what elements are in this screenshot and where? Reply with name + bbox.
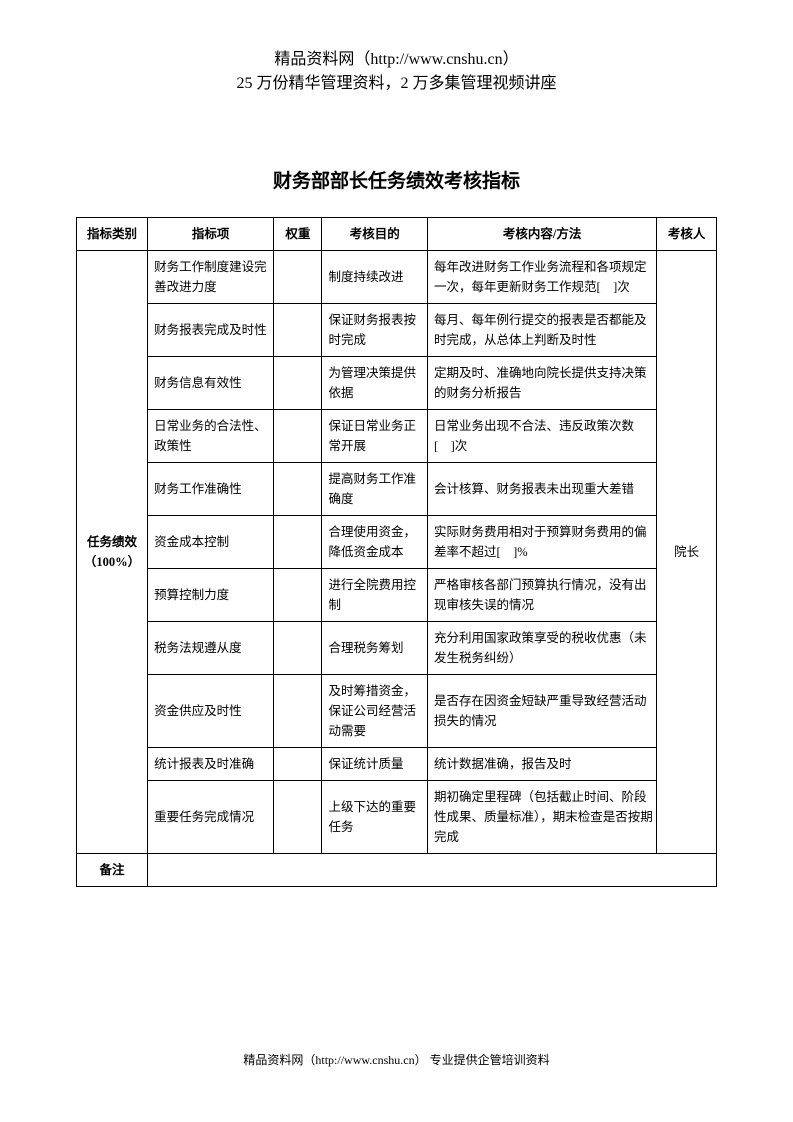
weight-cell xyxy=(274,410,322,463)
item-cell: 财务报表完成及时性 xyxy=(148,304,274,357)
table-row: 财务信息有效性为管理决策提供依据定期及时、准确地向院长提供支持决策的财务分析报告 xyxy=(77,357,717,410)
weight-cell xyxy=(274,357,322,410)
item-cell: 预算控制力度 xyxy=(148,569,274,622)
content-cell: 定期及时、准确地向院长提供支持决策的财务分析报告 xyxy=(427,357,656,410)
content-cell: 是否存在因资金短缺严重导致经营活动损失的情况 xyxy=(427,675,656,748)
table-row: 预算控制力度进行全院费用控制严格审核各部门预算执行情况，没有出现审核失误的情况 xyxy=(77,569,717,622)
purpose-cell: 制度持续改进 xyxy=(322,251,428,304)
weight-cell xyxy=(274,251,322,304)
content-cell: 会计核算、财务报表未出现重大差错 xyxy=(427,463,656,516)
col-header-category: 指标类别 xyxy=(77,218,148,251)
item-cell: 资金成本控制 xyxy=(148,516,274,569)
purpose-cell: 合理税务筹划 xyxy=(322,622,428,675)
item-cell: 财务工作制度建设完善改进力度 xyxy=(148,251,274,304)
kpi-table: 指标类别 指标项 权重 考核目的 考核内容/方法 考核人 任务绩效（100%）财… xyxy=(76,217,717,887)
table-row: 财务工作准确性提高财务工作准确度会计核算、财务报表未出现重大差错 xyxy=(77,463,717,516)
weight-cell xyxy=(274,516,322,569)
col-header-item: 指标项 xyxy=(148,218,274,251)
col-header-weight: 权重 xyxy=(274,218,322,251)
purpose-cell: 合理使用资金，降低资金成本 xyxy=(322,516,428,569)
table-row: 日常业务的合法性、政策性保证日常业务正常开展日常业务出现不合法、违反政策次数[ … xyxy=(77,410,717,463)
weight-cell xyxy=(274,675,322,748)
content-cell: 严格审核各部门预算执行情况，没有出现审核失误的情况 xyxy=(427,569,656,622)
col-header-content: 考核内容/方法 xyxy=(427,218,656,251)
table-container: 指标类别 指标项 权重 考核目的 考核内容/方法 考核人 任务绩效（100%）财… xyxy=(0,217,793,887)
table-row: 财务报表完成及时性保证财务报表按时完成每月、每年例行提交的报表是否都能及时完成，… xyxy=(77,304,717,357)
document-title: 财务部部长任务绩效考核指标 xyxy=(0,166,793,193)
table-row: 资金供应及时性及时筹措资金，保证公司经营活动需要是否存在因资金短缺严重导致经营活… xyxy=(77,675,717,748)
content-cell: 实际财务费用相对于预算财务费用的偏差率不超过[ ]% xyxy=(427,516,656,569)
col-header-assessor: 考核人 xyxy=(657,218,717,251)
purpose-cell: 保证财务报表按时完成 xyxy=(322,304,428,357)
table-row: 统计报表及时准确 保证统计质量统计数据准确，报告及时 xyxy=(77,748,717,781)
weight-cell xyxy=(274,569,322,622)
page-header: 精品资料网（http://www.cnshu.cn） 25 万份精华管理资料，2… xyxy=(0,0,793,96)
header-line-2: 25 万份精华管理资料，2 万多集管理视频讲座 xyxy=(0,72,793,96)
category-cell: 任务绩效（100%） xyxy=(77,251,148,854)
table-row: 任务绩效（100%）财务工作制度建设完善改进力度制度持续改进每年改进财务工作业务… xyxy=(77,251,717,304)
item-cell: 税务法规遵从度 xyxy=(148,622,274,675)
table-row: 重要任务完成情况上级下达的重要任务期初确定里程碑（包括截止时间、阶段性成果、质量… xyxy=(77,781,717,854)
weight-cell xyxy=(274,748,322,781)
item-cell: 财务信息有效性 xyxy=(148,357,274,410)
content-cell: 充分利用国家政策享受的税收优惠（未发生税务纠纷） xyxy=(427,622,656,675)
page-footer: 精品资料网（http://www.cnshu.cn） 专业提供企管培训资料 xyxy=(0,1051,793,1068)
content-cell: 每年改进财务工作业务流程和各项规定一次，每年更新财务工作规范[ ]次 xyxy=(427,251,656,304)
purpose-cell: 及时筹措资金，保证公司经营活动需要 xyxy=(322,675,428,748)
purpose-cell: 提高财务工作准确度 xyxy=(322,463,428,516)
purpose-cell: 保证统计质量 xyxy=(322,748,428,781)
table-row: 税务法规遵从度合理税务筹划充分利用国家政策享受的税收优惠（未发生税务纠纷） xyxy=(77,622,717,675)
weight-cell xyxy=(274,781,322,854)
purpose-cell: 上级下达的重要任务 xyxy=(322,781,428,854)
remark-row: 备注 xyxy=(77,854,717,887)
content-cell: 期初确定里程碑（包括截止时间、阶段性成果、质量标准），期末检查是否按期完成 xyxy=(427,781,656,854)
assessor-cell: 院长 xyxy=(657,251,717,854)
purpose-cell: 为管理决策提供依据 xyxy=(322,357,428,410)
table-row: 资金成本控制合理使用资金，降低资金成本实际财务费用相对于预算财务费用的偏差率不超… xyxy=(77,516,717,569)
remark-label-cell: 备注 xyxy=(77,854,148,887)
item-cell: 日常业务的合法性、政策性 xyxy=(148,410,274,463)
weight-cell xyxy=(274,304,322,357)
item-cell: 统计报表及时准确 xyxy=(148,748,274,781)
purpose-cell: 进行全院费用控制 xyxy=(322,569,428,622)
table-header-row: 指标类别 指标项 权重 考核目的 考核内容/方法 考核人 xyxy=(77,218,717,251)
item-cell: 资金供应及时性 xyxy=(148,675,274,748)
item-cell: 重要任务完成情况 xyxy=(148,781,274,854)
content-cell: 每月、每年例行提交的报表是否都能及时完成，从总体上判断及时性 xyxy=(427,304,656,357)
col-header-purpose: 考核目的 xyxy=(322,218,428,251)
purpose-cell: 保证日常业务正常开展 xyxy=(322,410,428,463)
weight-cell xyxy=(274,622,322,675)
remark-content-cell xyxy=(148,854,717,887)
content-cell: 统计数据准确，报告及时 xyxy=(427,748,656,781)
item-cell: 财务工作准确性 xyxy=(148,463,274,516)
header-line-1: 精品资料网（http://www.cnshu.cn） xyxy=(0,48,793,72)
weight-cell xyxy=(274,463,322,516)
content-cell: 日常业务出现不合法、违反政策次数[ ]次 xyxy=(427,410,656,463)
